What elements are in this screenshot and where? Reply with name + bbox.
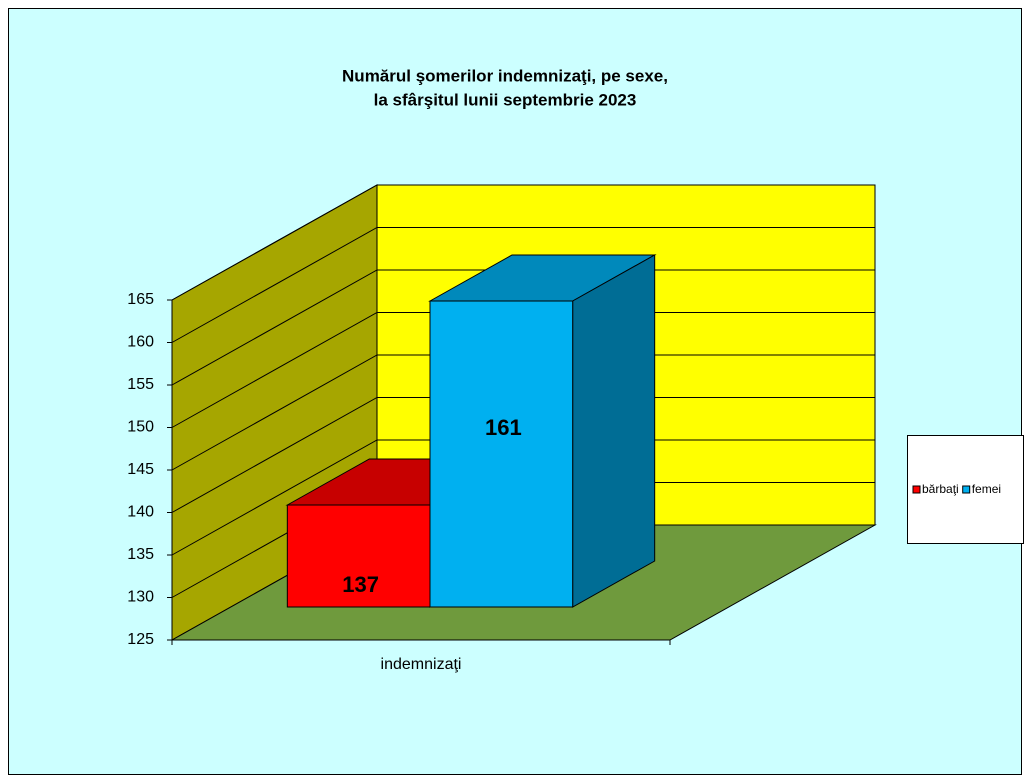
chart-title: Numărul şomerilor indemnizaţi, pe sexe, xyxy=(342,66,668,85)
legend-label: bărbaţi xyxy=(922,482,959,496)
y-tick-label: 135 xyxy=(127,546,154,563)
bar xyxy=(286,504,431,608)
grid-line xyxy=(171,354,875,471)
legend-swatch xyxy=(912,485,921,494)
legend-label: femei xyxy=(972,482,1001,496)
grid-line xyxy=(171,269,875,386)
x-tick-label: indemnizaţi xyxy=(381,656,462,673)
y-tick-label: 155 xyxy=(127,376,154,393)
y-tick-label: 150 xyxy=(127,419,154,436)
y-tick-label: 130 xyxy=(127,589,154,606)
grid-line xyxy=(171,439,875,556)
y-tick-label: 140 xyxy=(127,504,154,521)
chart-title: la sfârşitul lunii septembrie 2023 xyxy=(374,90,637,109)
bar-side xyxy=(572,254,656,608)
grid-line xyxy=(171,397,875,513)
grid-line xyxy=(171,227,875,343)
bar xyxy=(429,300,574,608)
grid-line xyxy=(171,184,875,301)
y-tick-label: 125 xyxy=(127,631,154,648)
y-tick-label: 145 xyxy=(127,461,154,478)
y-tick-label: 160 xyxy=(127,334,154,351)
grid-line xyxy=(171,312,875,428)
y-tick-label: 165 xyxy=(127,291,154,308)
data-label: 161 xyxy=(485,415,522,440)
data-label: 137 xyxy=(342,572,379,597)
legend-swatch xyxy=(962,485,971,494)
